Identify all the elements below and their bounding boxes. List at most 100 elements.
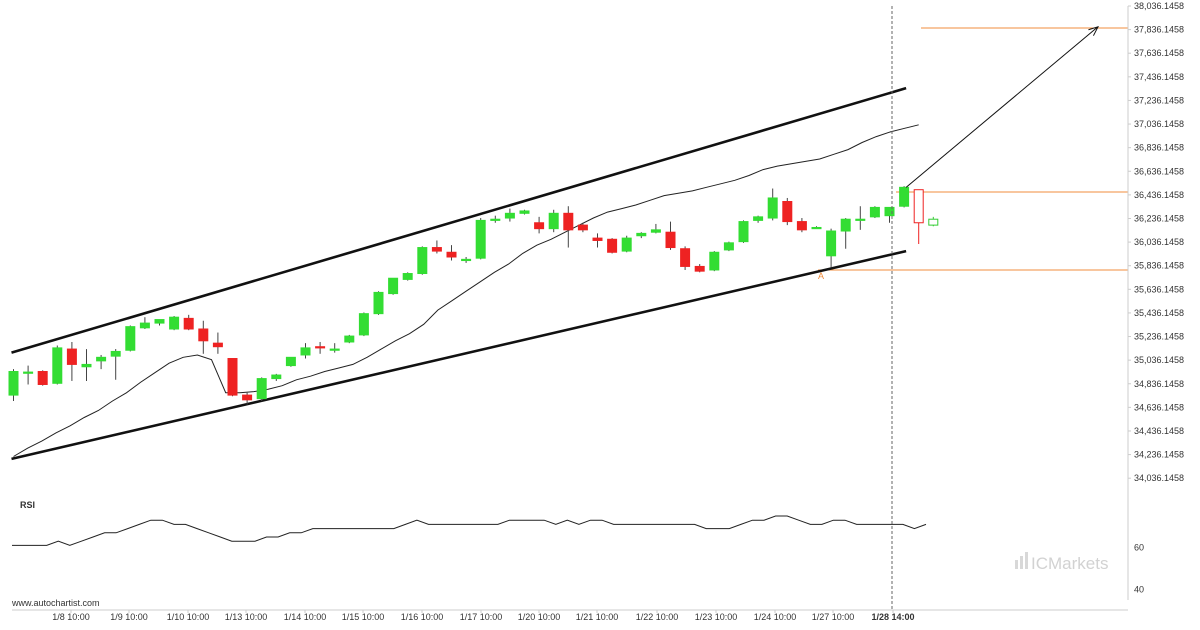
y-tick-label: 35,436.1458 [1134, 308, 1184, 318]
candle-body [723, 242, 734, 251]
candle [519, 209, 530, 215]
brand-logo-icon [1015, 560, 1018, 569]
horizontal-levels [818, 27, 1128, 271]
candle-body [110, 350, 121, 357]
candle-body [125, 326, 136, 351]
candle [738, 220, 749, 243]
candle-body [285, 356, 296, 367]
moving-average [13, 124, 919, 457]
candle-body [753, 216, 764, 221]
y-tick-label: 35,236.1458 [1134, 332, 1184, 342]
candle-body [826, 230, 837, 257]
candle [840, 218, 851, 249]
candle-body [66, 348, 77, 365]
projection-arrow-head [1088, 25, 1099, 36]
candle [169, 316, 180, 331]
candle-body [534, 222, 545, 230]
x-tick-label: 1/21 10:00 [576, 612, 619, 622]
candle-body [212, 342, 223, 348]
candle [607, 238, 618, 254]
candle [66, 341, 77, 381]
candle [285, 356, 296, 367]
candle-body [928, 218, 939, 226]
candle [534, 216, 545, 234]
candle [373, 291, 384, 315]
candle-body [504, 212, 515, 219]
candle [855, 206, 866, 230]
candle [110, 349, 121, 380]
candle-body [563, 212, 574, 231]
candle [388, 277, 399, 295]
channel-upper-line [11, 86, 907, 354]
candle-body [388, 277, 399, 295]
x-tick-label: 1/15 10:00 [342, 612, 385, 622]
candle-body [96, 356, 107, 362]
candle [139, 317, 150, 329]
candle [563, 206, 574, 248]
candle [198, 320, 209, 354]
y-tick-label: 36,836.1458 [1134, 143, 1184, 153]
candle [577, 222, 588, 233]
candle-body [358, 313, 369, 336]
y-tick-label: 37,436.1458 [1134, 72, 1184, 82]
candle [621, 235, 632, 253]
candle [212, 332, 223, 354]
candle-body [913, 189, 924, 224]
y-tick-label: 35,636.1458 [1134, 284, 1184, 294]
candle [256, 377, 267, 402]
candle-body [869, 206, 880, 218]
candle [723, 241, 734, 252]
candle [782, 197, 793, 226]
brand-logo-icon [1020, 556, 1023, 569]
candle-body [767, 197, 778, 219]
candle-body [315, 346, 326, 349]
candle-body [329, 348, 340, 351]
x-tick-label: 1/22 10:00 [636, 612, 679, 622]
candle [183, 314, 194, 331]
y-tick-label: 36,236.1458 [1134, 213, 1184, 223]
projection-arrow-line [905, 26, 1099, 188]
candle [242, 392, 253, 405]
candle [125, 325, 136, 352]
candle [344, 334, 355, 344]
x-tick-label: 1/13 10:00 [225, 612, 268, 622]
candle-body [709, 251, 720, 271]
candle-body [169, 316, 180, 330]
y-tick-label: 36,436.1458 [1134, 190, 1184, 200]
candle [475, 218, 486, 260]
candle-body [461, 258, 472, 262]
candle-body [840, 218, 851, 232]
y-axis: 38,036.1458 37,836.1458 37,636.1458 37,436.… [1127, 1, 1184, 600]
candle [358, 312, 369, 337]
y-tick-label: 34,236.1458 [1134, 450, 1184, 460]
x-tick-label: 1/8 10:00 [52, 612, 90, 622]
candle-body [271, 374, 282, 380]
rsi-panel: RSI 60 40 [12, 500, 1144, 595]
y-tick-label: 38,036.1458 [1134, 1, 1184, 11]
candle-body [37, 370, 48, 385]
candle [431, 240, 442, 254]
candle [300, 343, 311, 359]
candle [869, 206, 880, 219]
candle-body [592, 237, 603, 241]
candle-body [621, 237, 632, 252]
candle-body [636, 232, 647, 237]
candle-body [665, 231, 676, 249]
x-tick-label: 1/28 14:00 [871, 612, 914, 622]
candle-body [607, 238, 618, 253]
candle-body [446, 251, 457, 258]
candles: A [8, 6, 939, 610]
candle [811, 226, 822, 230]
y-tick-label: 35,836.1458 [1134, 261, 1184, 271]
y-tick-label: 34,636.1458 [1134, 402, 1184, 412]
candle [23, 365, 34, 385]
rsi-tick-label: 60 [1134, 543, 1144, 553]
rsi-tick-label: 40 [1134, 585, 1144, 595]
candle [8, 369, 19, 402]
candle-body [183, 317, 194, 330]
candle [928, 216, 939, 227]
candle-body [256, 378, 267, 400]
pattern-point-label: A [818, 271, 824, 281]
candle [402, 272, 413, 281]
